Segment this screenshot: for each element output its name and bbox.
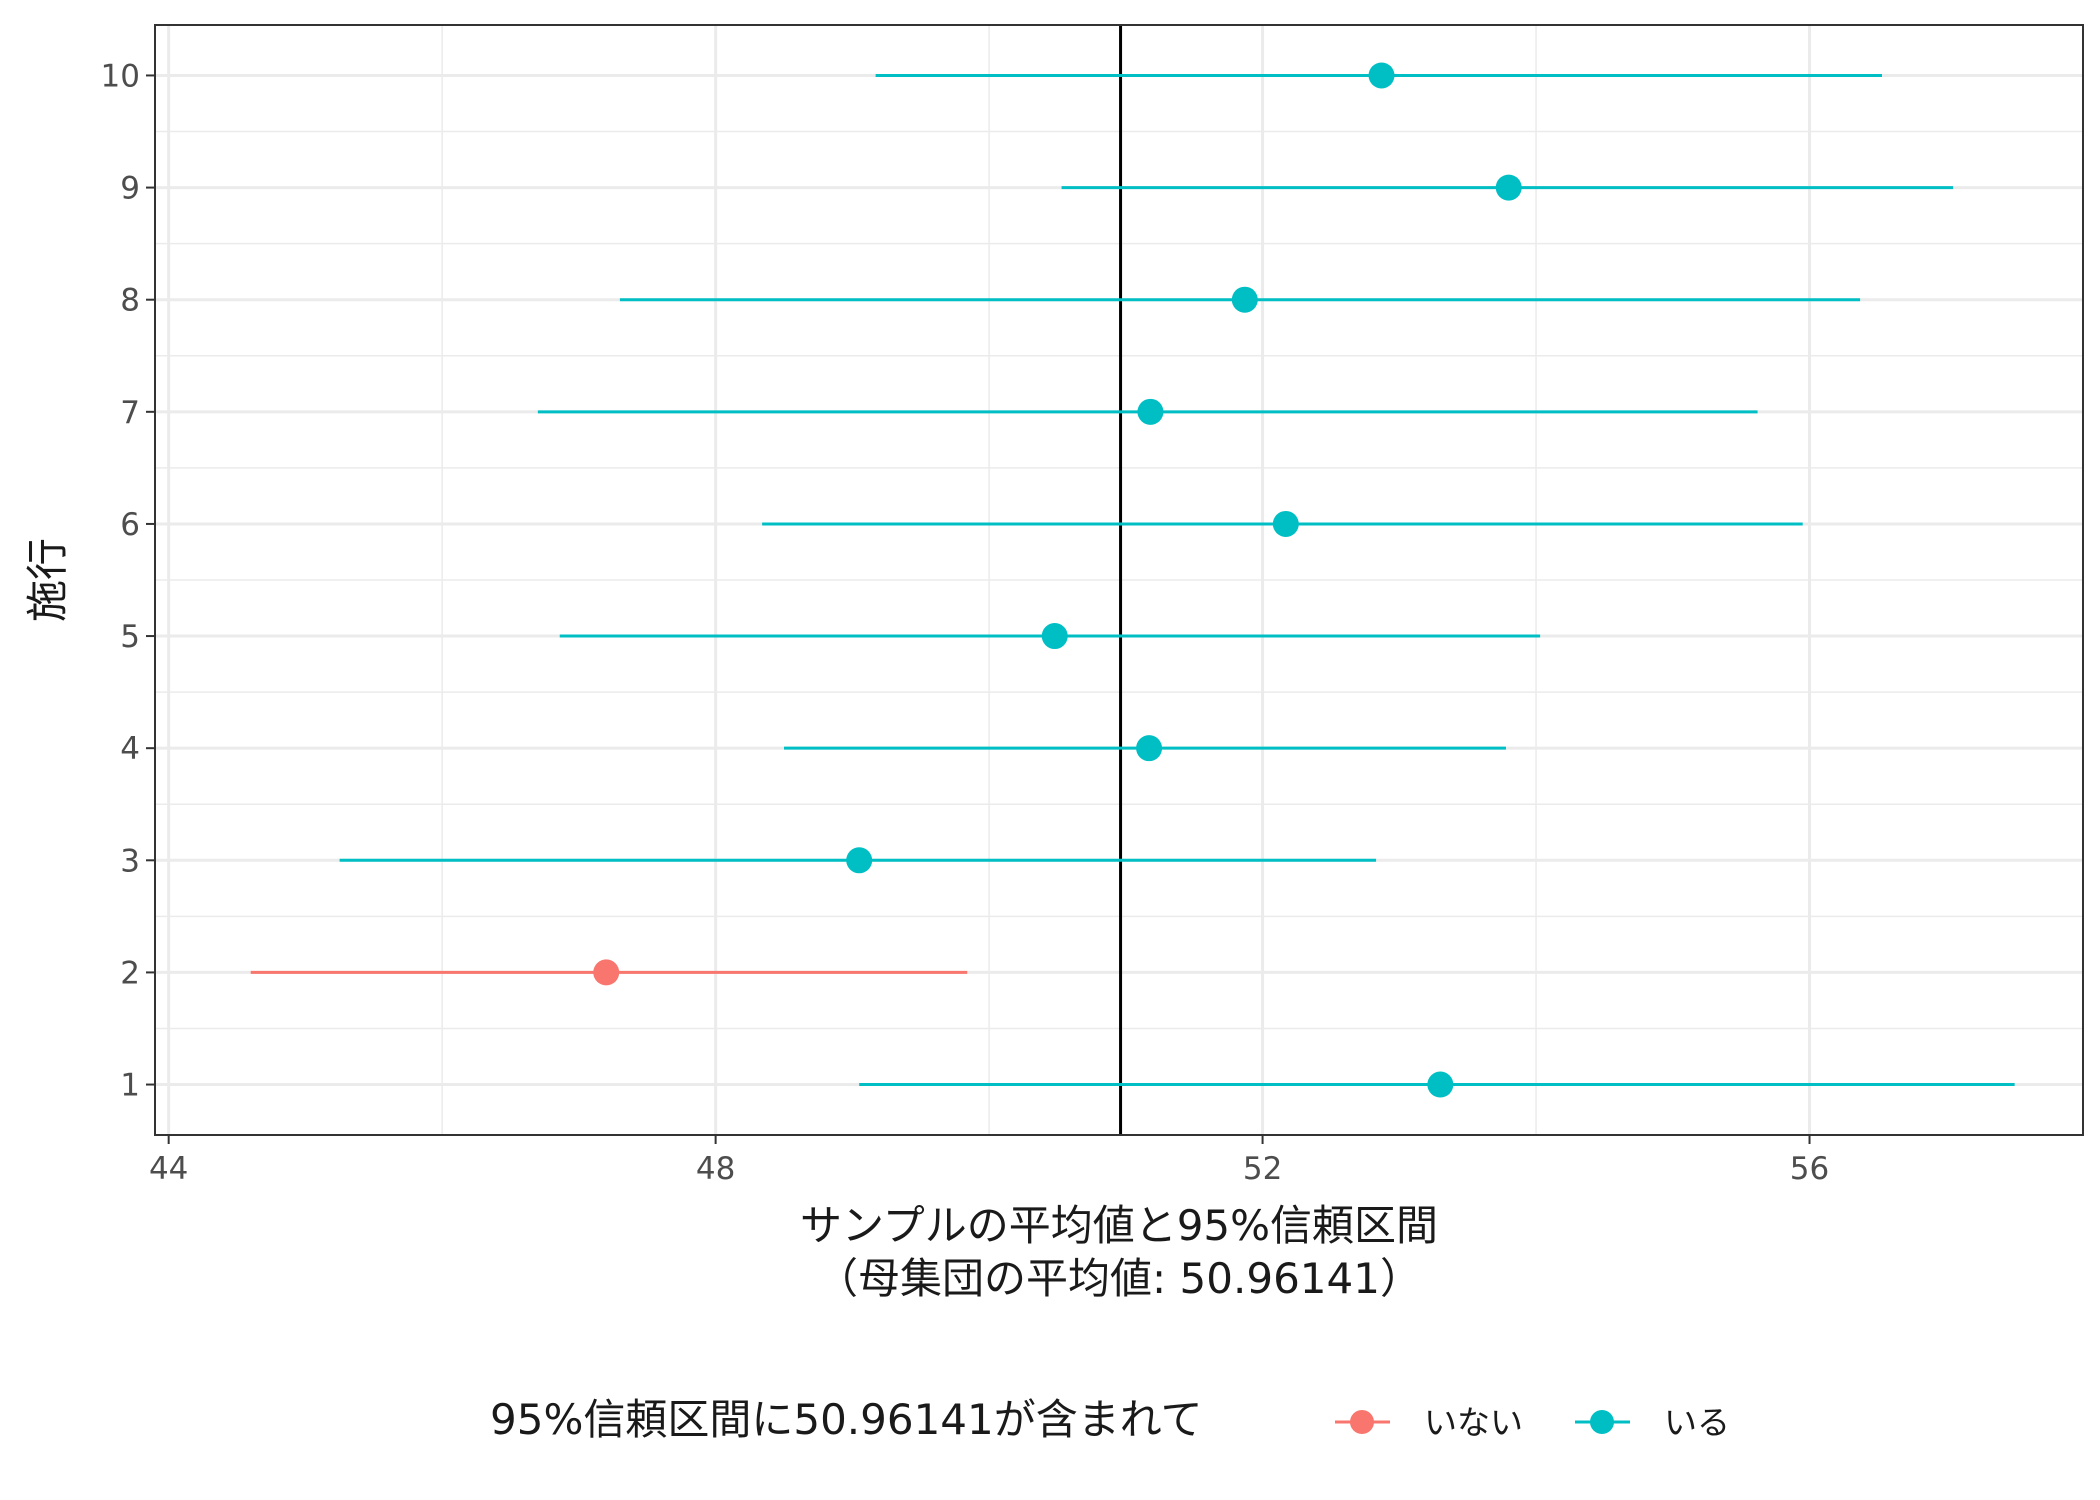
mean-point-trial-8 (1231, 286, 1258, 313)
panel-border (154, 24, 2084, 1136)
y-tick-label: 3 (120, 843, 140, 879)
legend-item-inai: いない (1335, 1403, 1523, 1442)
mean-point-trial-3 (846, 847, 873, 874)
mean-point-trial-5 (1041, 623, 1068, 650)
mean-point-trial-4 (1136, 735, 1163, 762)
mean-point-trial-1 (1427, 1071, 1454, 1098)
x-tick-label: 48 (696, 1151, 735, 1187)
x-tick-label: 56 (1790, 1151, 1829, 1187)
y-tick-label: 1 (120, 1068, 140, 1104)
mean-point-trial-10 (1368, 62, 1395, 89)
mean-point-trial-2 (593, 959, 620, 986)
y-tick-label: 10 (101, 58, 140, 94)
legend-label-inai: いない (1424, 1403, 1523, 1442)
mean-point-trial-6 (1272, 510, 1299, 537)
data-marks (250, 62, 2015, 1098)
mean-point-trial-7 (1137, 398, 1164, 425)
x-axis-title-line1: サンプルの平均値と95%信頼区間 (800, 1201, 1438, 1250)
y-tick-label: 4 (120, 731, 140, 767)
mean-point-trial-9 (1495, 174, 1522, 201)
legend-title: 95%信頼区間に50.96141が含まれて (490, 1395, 1203, 1444)
x-tick-label: 52 (1243, 1151, 1282, 1187)
legend: 95%信頼区間に50.96141が含まれて いない いる (490, 1395, 1730, 1444)
legend-point-inai (1350, 1410, 1374, 1434)
y-tick-label: 8 (120, 283, 140, 319)
y-tick-label: 7 (120, 395, 140, 431)
y-tick-label: 6 (120, 507, 140, 543)
y-tick-label: 5 (120, 619, 140, 655)
legend-label-iru: いる (1664, 1403, 1730, 1442)
y-tick-label: 2 (120, 955, 140, 991)
y-tick-label: 9 (120, 171, 140, 207)
y-axis-title: 施行 (23, 538, 72, 622)
x-axis-title-line2: （母集団の平均値: 50.96141） (816, 1254, 1422, 1303)
legend-point-iru (1590, 1410, 1614, 1434)
legend-item-iru: いる (1575, 1403, 1730, 1442)
x-tick-label: 44 (149, 1151, 188, 1187)
